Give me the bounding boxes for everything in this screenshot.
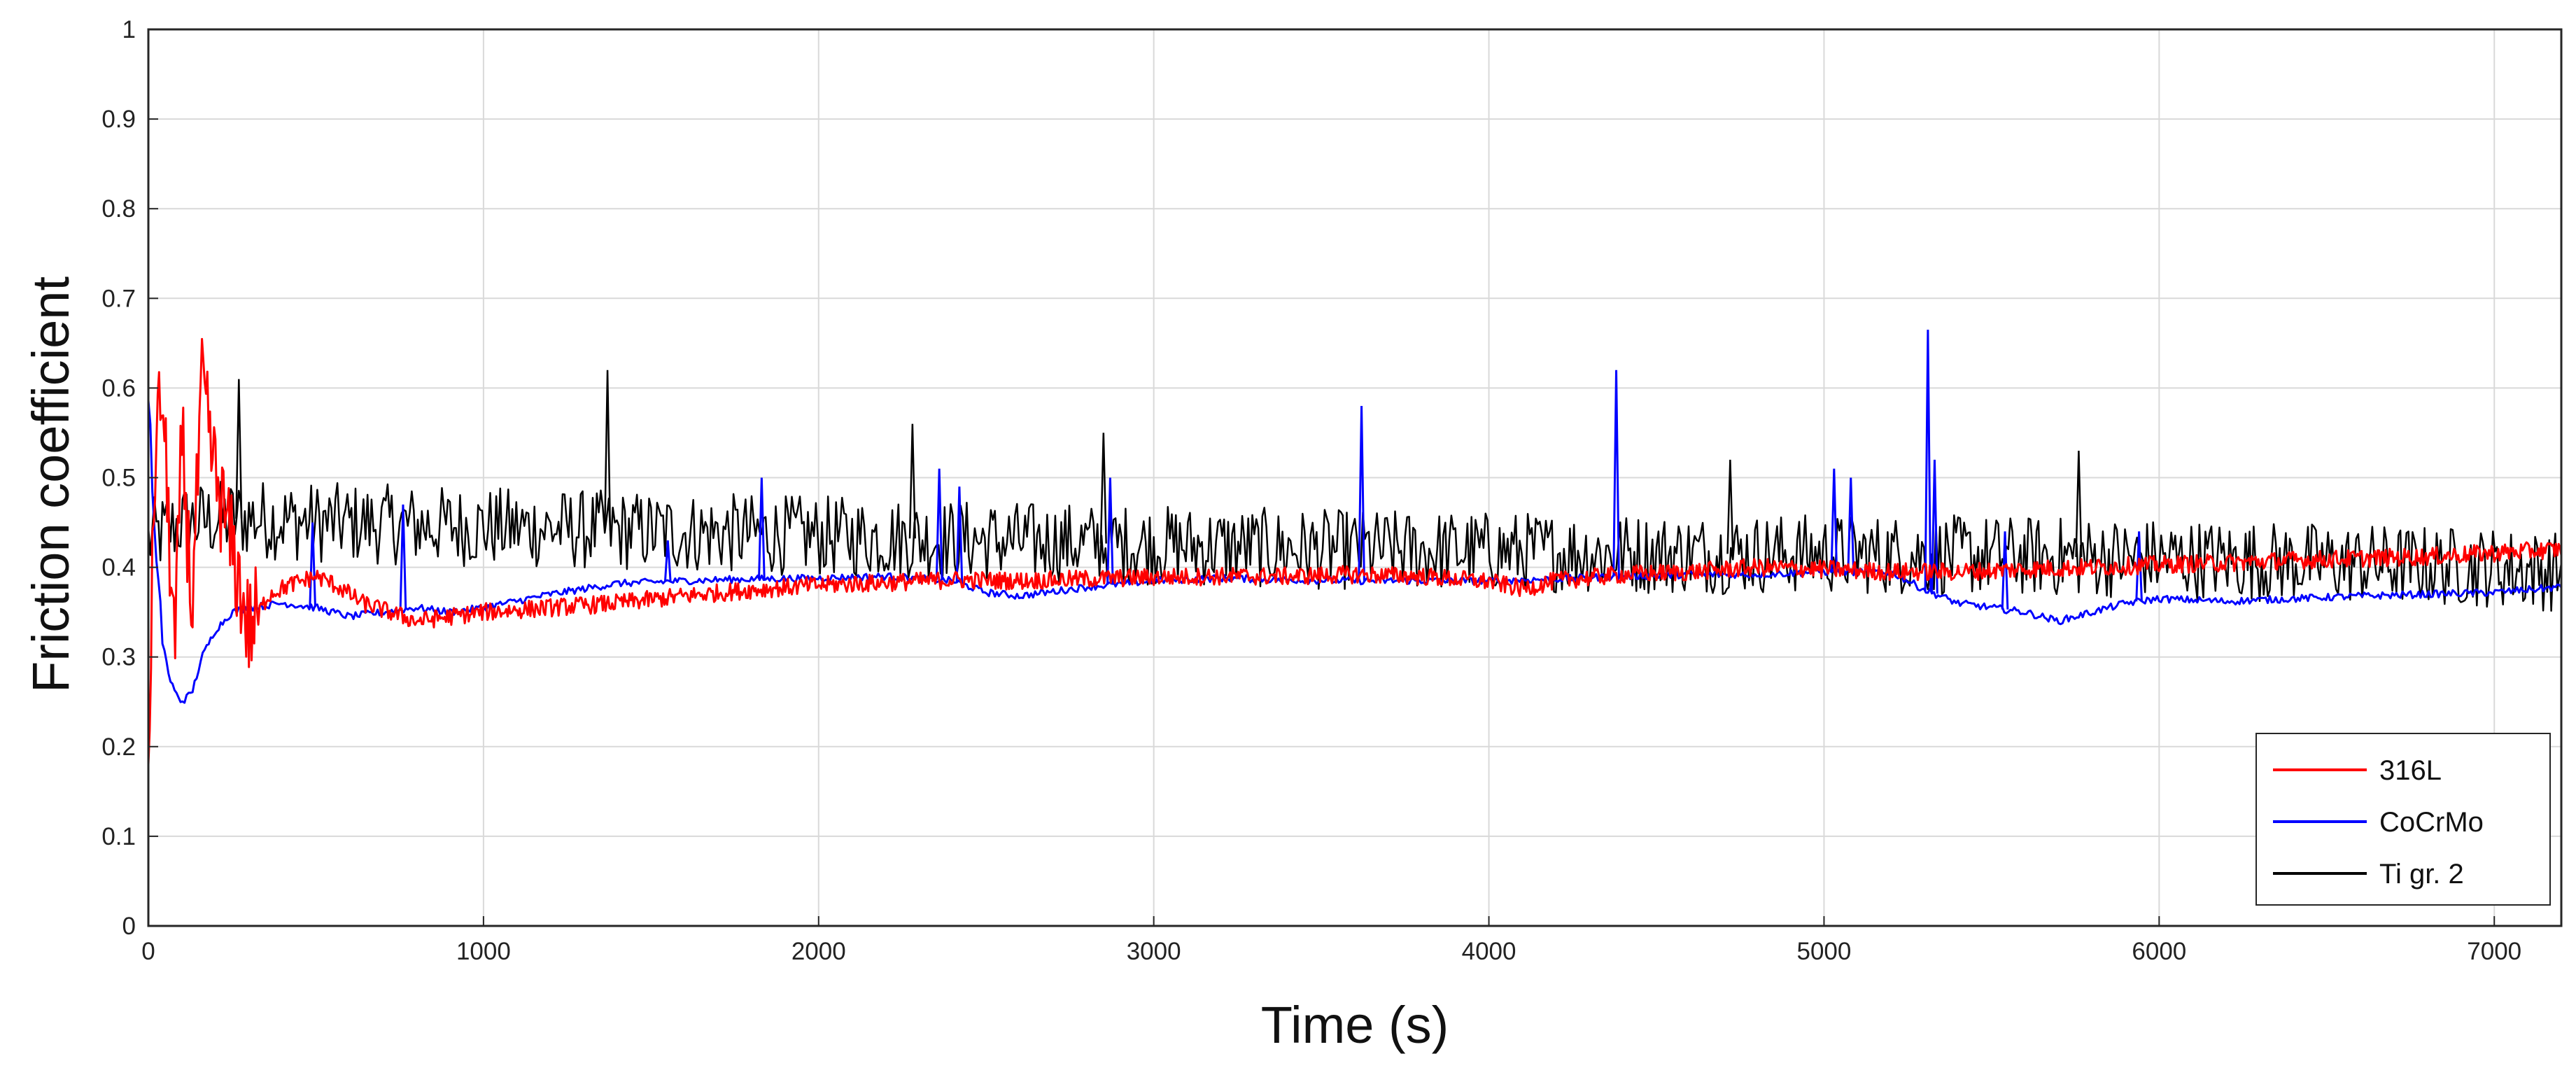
x-tick-label: 4000: [1462, 938, 1516, 965]
spike-point: [1847, 477, 1855, 572]
y-axis-ticks: 0 0.1 0.2 0.3 0.4 0.5 0.6 0.7 0.8 0.9 1: [101, 16, 158, 940]
spike-point: [399, 504, 407, 610]
spike-point: [758, 477, 766, 579]
x-tick-label: 5000: [1797, 938, 1852, 965]
spike-point: [1830, 468, 1838, 572]
y-tick-label: 0.1: [101, 823, 136, 850]
series-line: [147, 337, 2563, 765]
x-tick-label: 0: [141, 938, 155, 965]
spike-point: [1099, 433, 1107, 544]
spike-point: [2075, 451, 2083, 557]
y-tick-label: 0.2: [101, 733, 136, 761]
spike-point: [2001, 531, 2009, 610]
x-tick-label: 7000: [2467, 938, 2521, 965]
legend-label: 316L: [2379, 755, 2442, 786]
y-tick-label: 0.4: [101, 554, 136, 582]
series-316l: [147, 337, 2563, 765]
x-tick-label: 1000: [456, 938, 511, 965]
y-tick-label: 0.7: [101, 285, 136, 312]
spike-point: [663, 540, 672, 582]
spike-point: [235, 379, 243, 519]
legend-item: 316L: [2273, 755, 2442, 786]
spike-point: [1358, 405, 1365, 581]
series-cocrmo: [147, 330, 2563, 704]
spike-point: [603, 370, 612, 531]
x-tick-label: 6000: [2132, 938, 2186, 965]
y-tick-label: 0.3: [101, 644, 136, 671]
spike-point: [908, 423, 916, 539]
y-tick-label: 0.6: [101, 374, 136, 402]
spike-point: [1612, 370, 1620, 577]
series-line: [147, 400, 2563, 704]
y-tick-label: 0.9: [101, 106, 136, 133]
legend-label: Ti gr. 2: [2379, 859, 2464, 890]
legend-item: Ti gr. 2: [2273, 859, 2464, 890]
y-axis-title: Friction coefficient: [22, 276, 80, 693]
y-tick-label: 1: [122, 16, 136, 43]
spike-point: [935, 468, 943, 580]
y-tick-label: 0: [122, 913, 136, 940]
spike-point: [955, 486, 964, 584]
legend-label: CoCrMo: [2379, 807, 2484, 838]
spike-point: [1106, 477, 1114, 585]
x-axis-ticks: 0 1000 2000 3000 4000 5000 6000 7000: [141, 916, 2521, 965]
legend: 316L CoCrMo Ti gr. 2: [2255, 733, 2551, 906]
legend-box: [2255, 733, 2551, 906]
spike-point: [1931, 459, 1938, 594]
series-layer: [147, 330, 2563, 765]
x-tick-label: 2000: [791, 938, 846, 965]
legend-item: CoCrMo: [2273, 807, 2484, 838]
y-tick-label: 0.8: [101, 195, 136, 223]
y-tick-label: 0.5: [101, 465, 136, 492]
spike-point: [1726, 459, 1734, 554]
spike-point: [2135, 531, 2143, 602]
x-axis-title: Time (s): [1261, 996, 1449, 1054]
spike-point: [1924, 330, 1932, 591]
x-tick-label: 3000: [1127, 938, 1181, 965]
